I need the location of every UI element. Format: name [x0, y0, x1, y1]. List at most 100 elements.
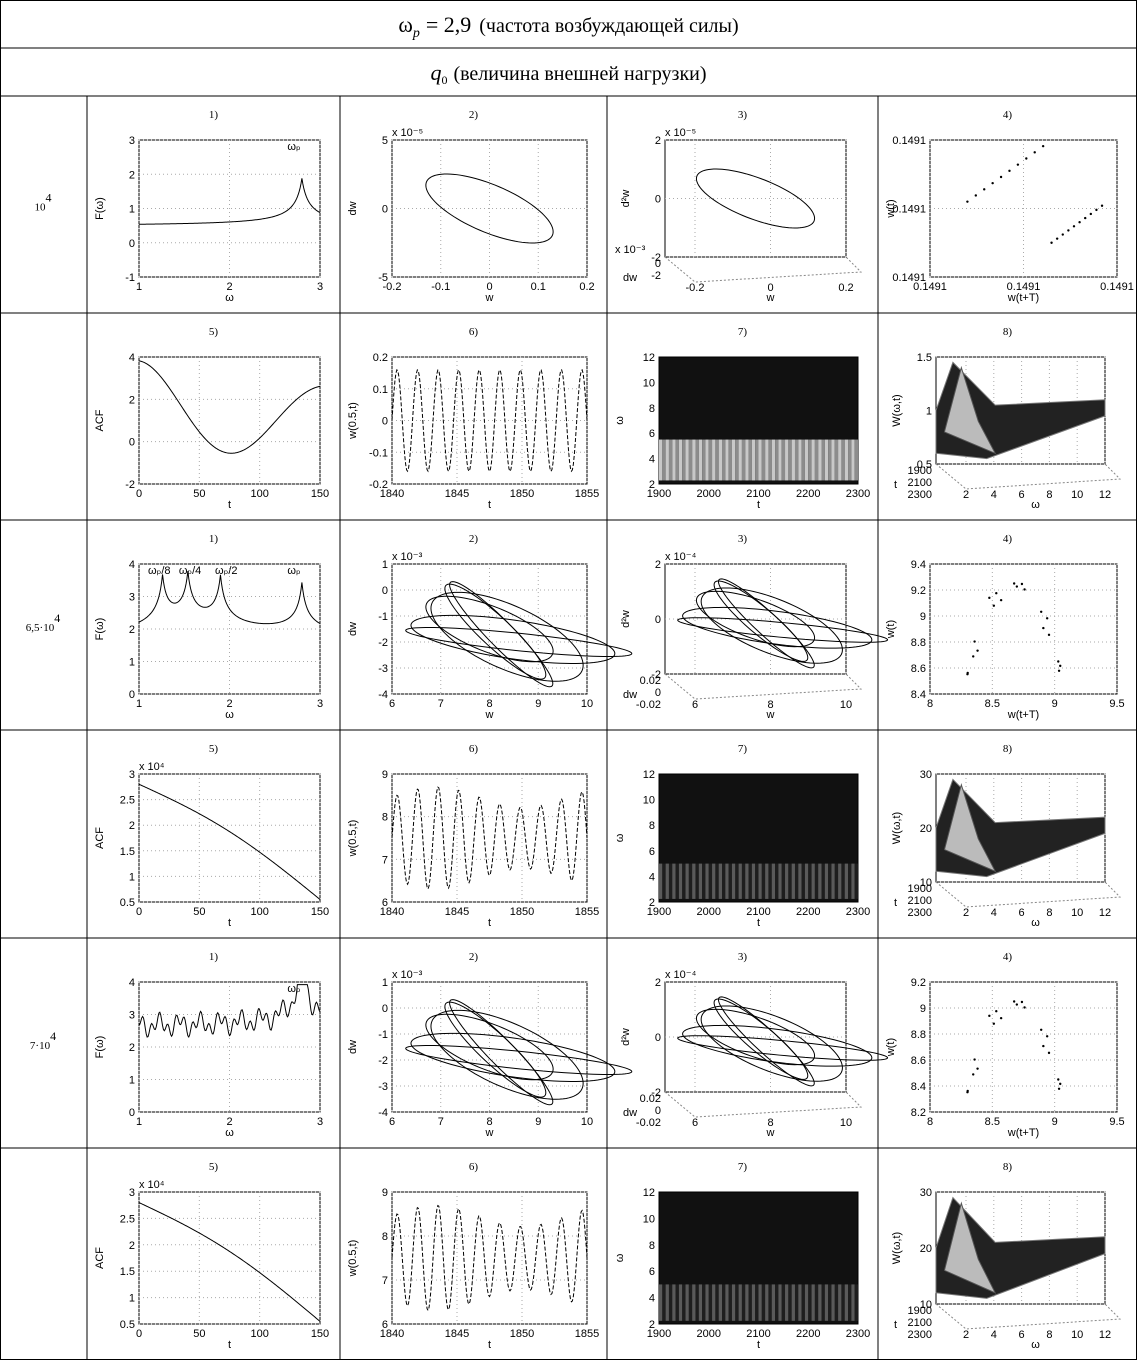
wavelet-band: [845, 864, 848, 899]
wavelet-band: [782, 1284, 785, 1320]
wavelet-band: [686, 440, 689, 481]
x-tick-label: 2: [963, 907, 969, 919]
y-tick-label: 2: [129, 169, 135, 181]
annotation: ωₚ/2: [215, 565, 237, 577]
x-tick-label: 1850: [510, 488, 534, 500]
wavelet-band: [788, 864, 791, 899]
wavelet-band: [775, 440, 778, 481]
depth-tick-label: 2300: [908, 489, 932, 501]
text-part: 0: [441, 73, 447, 87]
x-axis-label: ω: [1031, 499, 1040, 511]
text-part: 4: [46, 191, 52, 205]
y-tick-label: 30: [920, 1187, 932, 1199]
plot-frame: [139, 357, 320, 484]
wavelet-band: [855, 440, 858, 481]
wavelet-band: [828, 1284, 831, 1320]
orbit: [406, 1045, 632, 1074]
x-tick-label: 1840: [380, 906, 404, 918]
y-tick-label: 8.8: [911, 1029, 926, 1041]
plot: 2468101219002000210022002300tω: [614, 1187, 870, 1351]
depth-tick-label: 0.02: [640, 1093, 661, 1105]
curve: [139, 178, 320, 224]
wavelet-band: [719, 440, 722, 481]
x-tick-label: 6: [692, 699, 698, 711]
x-tick-label: 6: [389, 1116, 395, 1128]
text-part: (величина внешней нагрузки): [453, 63, 706, 85]
x-tick-label: 9: [535, 698, 541, 710]
x-tick-label: 1840: [380, 488, 404, 500]
point: [1017, 163, 1019, 165]
wavelet-band: [719, 864, 722, 899]
x-axis-label: t: [228, 499, 231, 511]
wavelet-band: [808, 440, 811, 481]
wavelet-band: [682, 1284, 685, 1320]
x-tick-label: 2000: [697, 488, 721, 500]
wavelet-band: [778, 440, 781, 481]
y-tick-label: 0: [129, 437, 135, 449]
wavelet-band: [659, 440, 662, 481]
wavelet-band: [835, 440, 838, 481]
plot-frame: [392, 774, 587, 902]
panel-label: 2): [469, 533, 479, 545]
depth-tick-label: 0: [655, 258, 661, 270]
plot: -2026810wd²wx 10⁻⁴0.020-0.02dw: [620, 969, 852, 1139]
x-axis-label: t: [228, 1339, 231, 1351]
point: [966, 673, 968, 675]
y-tick-label: 3: [129, 592, 135, 604]
point: [973, 640, 975, 642]
x-tick-label: 2300: [846, 906, 870, 918]
curve: [139, 361, 320, 453]
wavelet-band: [845, 440, 848, 481]
x-axis-label: ω: [225, 709, 234, 721]
wavelet-band: [822, 440, 825, 481]
y-tick-label: -1: [125, 272, 135, 284]
plot: 01234123ωF(ω)ωₚ: [94, 977, 323, 1139]
wavelet-band: [686, 864, 689, 899]
point: [972, 655, 974, 657]
x-tick-label: 1850: [510, 906, 534, 918]
wavelet-band: [699, 440, 702, 481]
y-tick-label: 1.5: [120, 846, 135, 858]
y-tick-label: 1.5: [120, 1266, 135, 1278]
y-axis-label: W(ω,t): [891, 812, 903, 844]
wavelet-band: [692, 440, 695, 481]
wavelet-band: [749, 440, 752, 481]
wavelet-band: [739, 440, 742, 481]
wavelet-band: [712, 440, 715, 481]
y-tick-label: 6: [649, 428, 655, 440]
y-tick-label: 9: [382, 769, 388, 781]
y-axis-label: w(0.5,t): [347, 820, 359, 858]
curve: [139, 571, 320, 624]
plot: -2026810wd²wx 10⁻⁴0.020-0.02dw: [620, 551, 852, 721]
point: [1000, 176, 1002, 178]
y-tick-label: -1: [378, 611, 388, 623]
point: [1021, 1001, 1023, 1003]
wavelet-band: [742, 1284, 745, 1320]
y-tick-label: 2: [129, 820, 135, 832]
wavelet-band: [778, 864, 781, 899]
y-axis-label: d²w: [620, 1028, 632, 1046]
y-tick-label: 1: [926, 406, 932, 418]
x-tick-label: 1900: [647, 488, 671, 500]
wavelet-band: [795, 440, 798, 481]
wavelet-band: [692, 864, 695, 899]
wavelet-band: [745, 1284, 748, 1320]
x-tick-label: 9.5: [1109, 1116, 1124, 1128]
wavelet-band: [841, 864, 844, 899]
y-tick-label: 4: [129, 977, 135, 989]
y-axis-label: w(0.5,t): [347, 402, 359, 440]
wavelet-band: [659, 1284, 662, 1320]
point: [995, 1010, 997, 1012]
y-tick-label: 8: [382, 812, 388, 824]
box-floor: [936, 1304, 1120, 1329]
panel-label: 8): [1003, 1161, 1013, 1173]
y-tick-label: 10: [643, 795, 655, 807]
wavelet-band: [831, 1284, 834, 1320]
wavelet-band: [729, 864, 732, 899]
x-tick-label: 6: [1019, 489, 1025, 501]
x-tick-label: 2300: [846, 1328, 870, 1340]
panel-label: 8): [1003, 326, 1013, 338]
y-tick-label: 30: [920, 769, 932, 781]
wavelet-band: [676, 864, 679, 899]
wavelet-band: [722, 440, 725, 481]
